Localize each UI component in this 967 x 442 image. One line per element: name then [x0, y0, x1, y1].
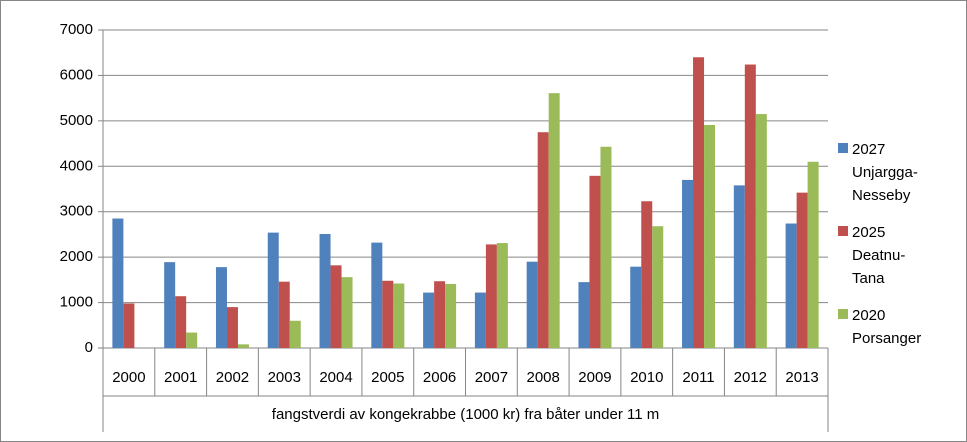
x-tick-label: 2012 [734, 369, 767, 386]
x-tick-label: 2005 [371, 369, 404, 386]
bar [267, 232, 279, 348]
bar [807, 161, 819, 348]
y-tick-label: 4000 [60, 157, 93, 174]
legend-item: 2025 Deatnu-Tana [838, 221, 963, 290]
y-tick-label: 0 [85, 339, 93, 356]
bar [123, 303, 135, 348]
bar [237, 344, 249, 348]
x-tick-label: 2001 [164, 369, 197, 386]
bar [445, 283, 457, 348]
bar [704, 124, 716, 349]
y-tick-label: 1000 [60, 294, 93, 311]
bar [693, 57, 705, 348]
bar [330, 265, 342, 348]
bar [371, 242, 383, 348]
bar [496, 243, 508, 348]
x-tick-label: 2003 [268, 369, 301, 386]
bar [785, 223, 797, 348]
bar [382, 280, 394, 348]
legend: 2027 Unjargga-Nesseby 2025 Deatnu-Tana 202… [838, 138, 963, 364]
bar [600, 146, 612, 348]
bar [278, 281, 290, 348]
bar [289, 320, 301, 348]
legend-label: 2020 Porsanger [852, 307, 922, 347]
x-tick-label: 2000 [112, 369, 145, 386]
bar [537, 132, 549, 348]
bar [652, 226, 664, 348]
x-axis-title: fangstverdi av kongekrabbe (1000 kr) fra… [272, 406, 659, 423]
y-tick-label: 3000 [60, 203, 93, 220]
bar [215, 267, 227, 348]
y-tick-label: 7000 [60, 21, 93, 38]
bar [744, 64, 756, 349]
bar [112, 218, 124, 348]
legend-swatch [838, 226, 848, 236]
x-tick-label: 2010 [630, 369, 663, 386]
bar [474, 292, 486, 348]
x-tick-label: 2004 [319, 369, 352, 386]
legend-label: 2027 Unjargga-Nesseby [852, 141, 918, 204]
legend-label: 2025 Deatnu-Tana [852, 224, 906, 287]
bar [186, 332, 198, 348]
y-tick-label: 6000 [60, 66, 93, 83]
bar [733, 185, 745, 348]
y-tick-label: 2000 [60, 248, 93, 265]
x-tick-label: 2007 [475, 369, 508, 386]
bar [630, 266, 642, 348]
bar [341, 277, 353, 348]
bar [393, 283, 405, 348]
x-tick-label: 2002 [216, 369, 249, 386]
bar [164, 262, 176, 348]
legend-item: 2020 Porsanger [838, 304, 963, 350]
bar [434, 281, 446, 348]
x-tick-label: 2011 [682, 369, 714, 386]
bar [641, 201, 653, 348]
legend-swatch [838, 143, 848, 153]
x-tick-label: 2013 [785, 369, 818, 386]
legend-swatch [838, 309, 848, 319]
bar [589, 175, 601, 348]
x-tick-label: 2009 [578, 369, 611, 386]
bar [682, 179, 694, 348]
y-tick-label: 5000 [60, 112, 93, 129]
legend-item: 2027 Unjargga-Nesseby [838, 138, 963, 207]
bar [578, 282, 590, 348]
bar [319, 233, 331, 348]
bar [796, 192, 808, 348]
x-tick-label: 2006 [423, 369, 456, 386]
bar [548, 93, 560, 348]
bar [755, 114, 767, 349]
bar [175, 296, 187, 348]
bar [526, 261, 538, 348]
bar [226, 307, 238, 348]
bar [423, 292, 435, 348]
bar [485, 244, 497, 348]
x-tick-label: 2008 [526, 369, 559, 386]
